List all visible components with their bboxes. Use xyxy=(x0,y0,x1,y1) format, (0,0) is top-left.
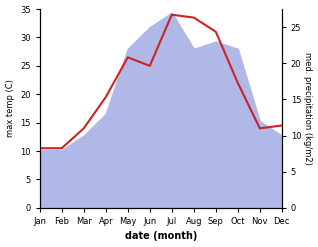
X-axis label: date (month): date (month) xyxy=(125,231,197,242)
Y-axis label: med. precipitation (kg/m2): med. precipitation (kg/m2) xyxy=(303,52,313,165)
Y-axis label: max temp (C): max temp (C) xyxy=(5,80,15,137)
